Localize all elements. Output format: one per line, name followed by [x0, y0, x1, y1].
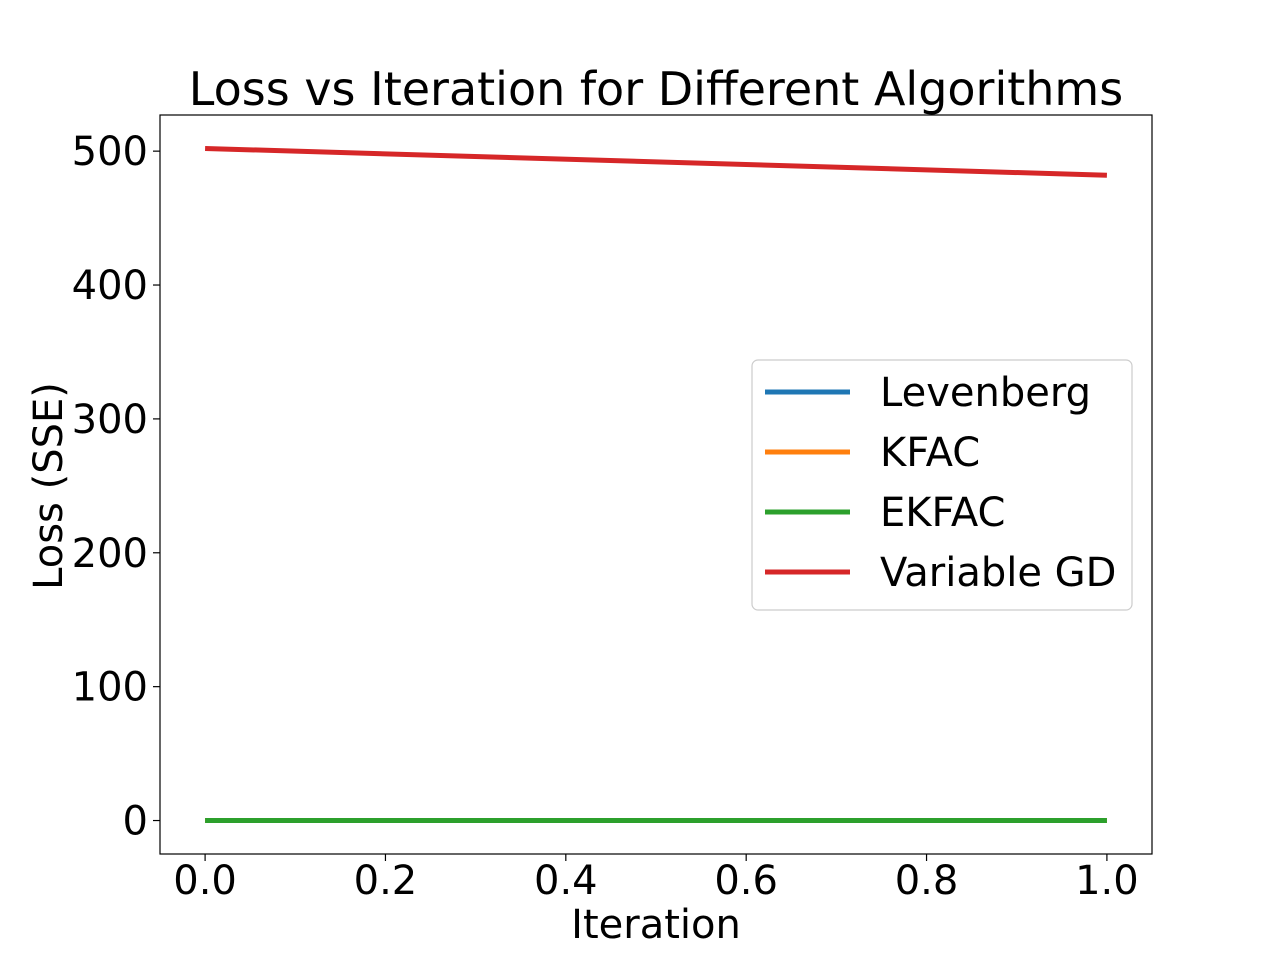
- y-tick-label: 0: [123, 799, 148, 845]
- x-axis-ticks: 0.0 0.2 0.4 0.6 0.8 1.0: [173, 854, 1139, 904]
- legend: Levenberg KFAC EKFAC Variable GD: [751, 359, 1133, 611]
- y-axis-ticks: 0 100 200 300 400 500: [72, 129, 160, 845]
- y-tick-label: 400: [72, 263, 148, 309]
- x-tick-label: 0.2: [354, 858, 418, 904]
- legend-frame: [751, 359, 1133, 611]
- x-tick-label: 1.0: [1075, 858, 1139, 904]
- x-tick-label: 0.6: [714, 858, 778, 904]
- x-tick-label: 0.8: [895, 858, 959, 904]
- y-tick-label: 500: [72, 129, 148, 175]
- y-axis-label: Loss (SSE): [26, 382, 72, 590]
- plot-area-frame: [159, 114, 1153, 855]
- legend-items: Levenberg KFAC EKFAC Variable GD: [765, 370, 1116, 596]
- y-tick-label: 200: [72, 531, 148, 577]
- legend-label: EKFAC: [880, 490, 1005, 536]
- x-tick-label: 0.4: [534, 858, 598, 904]
- chart-title: Loss vs Iteration for Different Algorith…: [189, 62, 1123, 116]
- series-lines: [205, 145, 1107, 824]
- x-axis-label: Iteration: [571, 902, 741, 948]
- series-line-variable-gd: [205, 145, 1107, 178]
- legend-label: Variable GD: [880, 550, 1116, 596]
- y-tick-label: 300: [72, 397, 148, 443]
- y-tick-label: 100: [72, 665, 148, 711]
- x-tick-label: 0.0: [173, 858, 237, 904]
- legend-label: KFAC: [880, 430, 980, 476]
- legend-label: Levenberg: [880, 370, 1091, 416]
